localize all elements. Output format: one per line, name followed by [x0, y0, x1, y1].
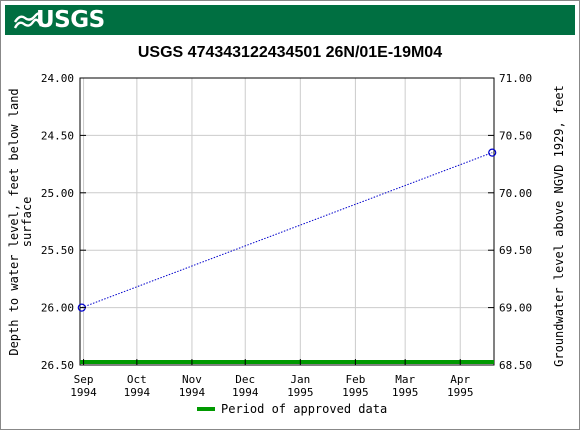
right-tick-label: 69.50 [499, 244, 532, 257]
usgs-header-banner: USGS [5, 5, 575, 35]
plot-area-border [79, 77, 495, 366]
usgs-logo-text: USGS [36, 7, 105, 33]
grid [80, 77, 494, 366]
usgs-logo-icon [13, 12, 43, 29]
x-tick-month: Nov [182, 373, 202, 386]
series-group [77, 148, 497, 312]
series-line [81, 152, 493, 309]
left-axis-title-line2: surface [20, 197, 34, 248]
x-tick-month: Jan [290, 373, 310, 386]
x-tick-year: 1995 [447, 386, 474, 399]
left-axis: 24.00 24.50 25.00 25.50 26.00 26.50 [41, 72, 86, 372]
x-tick-year: 1994 [70, 386, 97, 399]
x-tick-year: 1995 [392, 386, 419, 399]
right-tick-label: 70.50 [499, 129, 532, 142]
x-tick-month: Mar [395, 373, 415, 386]
legend-label-approved: Period of approved data [221, 402, 387, 416]
x-tick-month: Apr [450, 373, 470, 386]
chart-title: USGS 474343122434501 26N/01E-19M04 [137, 44, 443, 61]
legend: Period of approved data [197, 402, 387, 416]
x-tick-year: 1994 [232, 386, 259, 399]
right-axis-title: Groundwater level above NGVD 1929, feet [552, 85, 566, 367]
x-tick-month: Sep [74, 373, 94, 386]
right-axis: 71.00 70.50 70.00 69.50 69.00 68.50 [488, 72, 532, 372]
left-tick-label: 25.00 [41, 187, 74, 200]
right-tick-label: 70.00 [499, 187, 532, 200]
x-tick-month: Feb [345, 373, 365, 386]
left-tick-label: 24.50 [41, 129, 74, 142]
left-tick-label: 25.50 [41, 244, 74, 257]
left-tick-label: 24.00 [41, 72, 74, 85]
left-axis-title-line1: Depth to water level, feet below land [7, 88, 21, 355]
left-tick-label: 26.00 [41, 302, 74, 315]
x-tick-year: 1994 [124, 386, 151, 399]
right-tick-label: 71.00 [499, 72, 532, 85]
left-tick-label: 26.50 [41, 359, 74, 372]
x-axis: Sep1994Oct1994Nov1994Dec1994Jan1995Feb19… [70, 359, 473, 399]
data-point [488, 148, 497, 157]
x-tick-year: 1995 [342, 386, 369, 399]
x-tick-year: 1995 [287, 386, 314, 399]
x-tick-month: Dec [235, 373, 255, 386]
right-tick-label: 68.50 [499, 359, 532, 372]
right-tick-label: 69.00 [499, 302, 532, 315]
x-tick-month: Oct [127, 373, 147, 386]
x-tick-year: 1994 [179, 386, 206, 399]
